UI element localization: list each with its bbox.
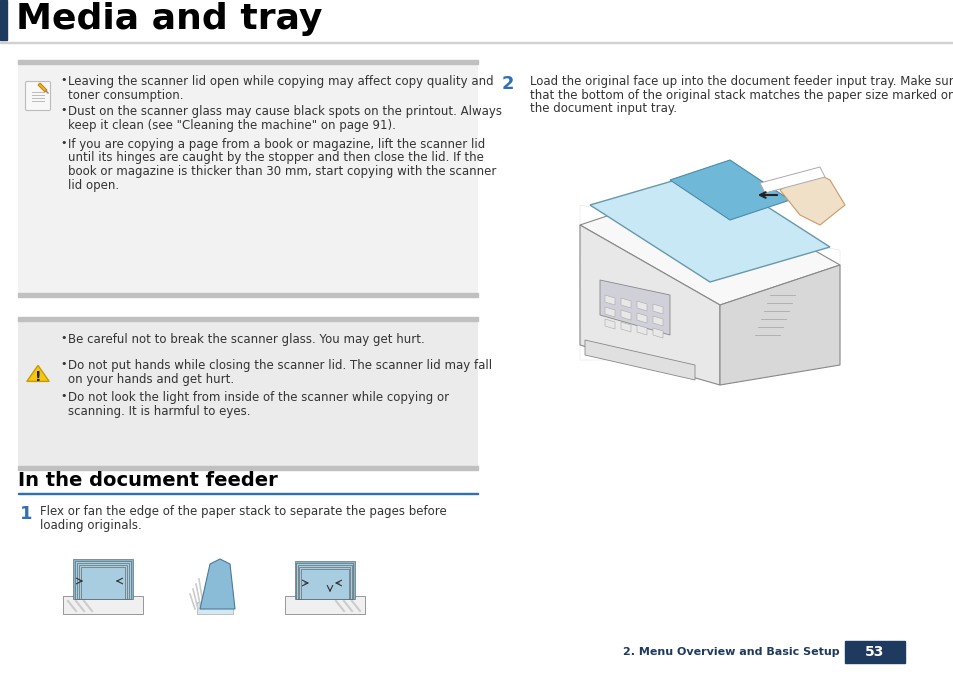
Polygon shape <box>620 310 630 320</box>
Bar <box>285 596 365 614</box>
Polygon shape <box>780 170 844 225</box>
Polygon shape <box>604 307 615 317</box>
Text: Media and tray: Media and tray <box>16 2 322 36</box>
Text: Flex or fan the edge of the paper stack to separate the pages before: Flex or fan the edge of the paper stack … <box>40 505 446 518</box>
Polygon shape <box>599 280 669 335</box>
Text: that the bottom of the original stack matches the paper size marked on: that the bottom of the original stack ma… <box>530 88 953 101</box>
Bar <box>77 563 129 599</box>
Bar <box>63 596 143 614</box>
Text: the document input tray.: the document input tray. <box>530 102 677 115</box>
Bar <box>18 320 477 470</box>
Text: In the document feeder: In the document feeder <box>18 471 277 490</box>
Text: If you are copying a page from a book or magazine, lift the scanner lid: If you are copying a page from a book or… <box>68 138 485 151</box>
Bar <box>299 567 350 599</box>
Bar <box>0 0 7 40</box>
Bar <box>0 41 953 43</box>
Text: 2. Menu Overview and Basic Setup: 2. Menu Overview and Basic Setup <box>622 647 840 657</box>
Bar <box>294 561 355 599</box>
Polygon shape <box>620 298 630 308</box>
Polygon shape <box>584 340 695 380</box>
Text: •: • <box>60 105 67 115</box>
Text: toner consumption.: toner consumption. <box>68 88 183 101</box>
Polygon shape <box>620 322 630 332</box>
Bar <box>79 565 127 599</box>
Bar <box>81 567 125 599</box>
Text: •: • <box>60 391 67 401</box>
Polygon shape <box>669 160 789 220</box>
Text: 53: 53 <box>864 645 883 659</box>
Bar <box>301 569 349 599</box>
Text: Do not look the light from inside of the scanner while copying or: Do not look the light from inside of the… <box>68 391 449 404</box>
Polygon shape <box>589 170 829 282</box>
Polygon shape <box>579 185 840 305</box>
Polygon shape <box>637 301 646 311</box>
Text: keep it clean (see "Cleaning the machine" on page 91).: keep it clean (see "Cleaning the machine… <box>68 119 395 132</box>
Bar <box>196 602 233 614</box>
Bar <box>18 60 477 64</box>
Text: •: • <box>60 333 67 343</box>
Text: lid open.: lid open. <box>68 178 119 192</box>
Text: •: • <box>60 75 67 85</box>
Polygon shape <box>27 365 50 381</box>
Bar <box>844 641 904 663</box>
Polygon shape <box>720 265 840 385</box>
Text: until its hinges are caught by the stopper and then close the lid. If the: until its hinges are caught by the stopp… <box>68 151 483 165</box>
Polygon shape <box>604 295 615 305</box>
Text: Leaving the scanner lid open while copying may affect copy quality and: Leaving the scanner lid open while copyi… <box>68 75 493 88</box>
Polygon shape <box>652 316 662 326</box>
Text: •: • <box>60 138 67 148</box>
Text: scanning. It is harmful to eyes.: scanning. It is harmful to eyes. <box>68 404 251 418</box>
Polygon shape <box>760 167 824 193</box>
Text: on your hands and get hurt.: on your hands and get hurt. <box>68 373 233 385</box>
Text: Do not put hands while closing the scanner lid. The scanner lid may fall: Do not put hands while closing the scann… <box>68 359 492 372</box>
Text: !: ! <box>34 370 41 384</box>
Polygon shape <box>637 325 646 335</box>
Bar <box>73 559 132 599</box>
FancyBboxPatch shape <box>26 82 51 111</box>
Polygon shape <box>200 559 234 609</box>
Bar <box>75 561 131 599</box>
Text: Be careful not to break the scanner glass. You may get hurt.: Be careful not to break the scanner glas… <box>68 333 424 346</box>
Text: 2: 2 <box>501 75 514 93</box>
Bar <box>18 493 477 494</box>
Polygon shape <box>652 328 662 338</box>
Polygon shape <box>579 225 720 385</box>
Bar <box>18 466 477 470</box>
Text: Load the original face up into the document feeder input tray. Make sure: Load the original face up into the docum… <box>530 75 953 88</box>
Bar <box>18 317 477 321</box>
Bar <box>297 565 352 599</box>
Polygon shape <box>637 313 646 323</box>
Text: loading originals.: loading originals. <box>40 518 142 531</box>
Text: Dust on the scanner glass may cause black spots on the printout. Always: Dust on the scanner glass may cause blac… <box>68 105 501 118</box>
Text: 1: 1 <box>20 505 32 523</box>
Text: •: • <box>60 359 67 369</box>
Polygon shape <box>604 319 615 329</box>
Polygon shape <box>652 304 662 314</box>
Bar <box>18 293 477 297</box>
Bar <box>18 63 477 297</box>
Polygon shape <box>38 83 47 92</box>
Text: book or magazine is thicker than 30 mm, start copying with the scanner: book or magazine is thicker than 30 mm, … <box>68 165 496 178</box>
Bar <box>296 563 354 599</box>
